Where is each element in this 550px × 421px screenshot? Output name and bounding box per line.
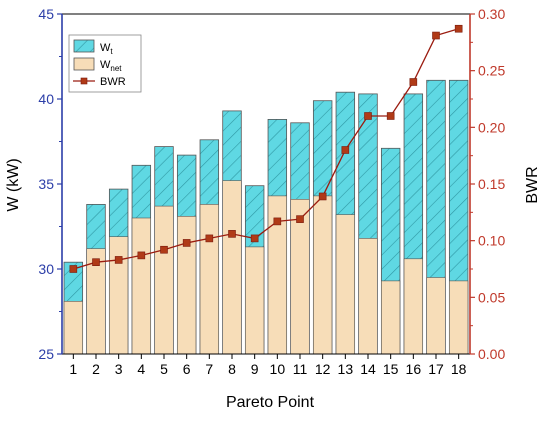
bwr-series — [69, 24, 463, 273]
x-tick-label: 13 — [338, 361, 354, 377]
wnet-bar — [313, 195, 333, 355]
bwr-point — [92, 258, 100, 267]
bwr-point — [364, 112, 372, 120]
bwr-point — [137, 251, 146, 260]
wnet-bar — [131, 217, 151, 355]
x-axis: 1 2 3 4 5 6 7 8 9 10 11 12 13 14 15 16 17 18 — [69, 354, 467, 377]
right-tick-label: 0.05 — [478, 289, 505, 305]
x-tick-label: 3 — [115, 361, 123, 377]
x-axis-label: Pareto Point — [226, 394, 315, 411]
legend-label-wt: Wt — [100, 42, 113, 56]
wnet-bar — [335, 214, 355, 355]
x-tick-label: 17 — [428, 361, 444, 377]
right-tick-label: 0.25 — [478, 63, 505, 79]
left-tick-label: 30 — [38, 261, 54, 277]
left-tick-label: 25 — [38, 346, 54, 362]
x-tick-label: 4 — [137, 361, 145, 377]
wnet-bar — [109, 236, 129, 355]
right-tick-label: 0.10 — [478, 233, 505, 249]
right-tick-label: 0.15 — [478, 176, 505, 192]
left-tick-label: 40 — [38, 91, 54, 107]
legend-label-bwr: BWR — [100, 76, 126, 88]
bwr-point — [250, 234, 259, 243]
bwr-point — [114, 256, 123, 264]
legend-swatch-wt — [73, 39, 95, 53]
x-tick-label: 5 — [160, 361, 168, 377]
bwr-point — [386, 112, 395, 120]
x-tick-label: 7 — [205, 361, 213, 377]
left-tick-label: 35 — [38, 176, 54, 192]
bwr-point — [341, 146, 350, 154]
right-tick-label: 0.30 — [478, 6, 505, 22]
wnet-bar — [381, 280, 401, 355]
wnet-bar — [177, 216, 197, 355]
wnet-bar — [222, 180, 242, 355]
x-tick-label: 16 — [406, 361, 422, 377]
bwr-point — [228, 230, 236, 238]
wnet-bar — [358, 238, 378, 355]
x-tick-label: 8 — [228, 361, 236, 377]
y-axis-label-right: BWR — [524, 166, 541, 203]
legend-label-wnet: Wnet — [100, 59, 122, 73]
wnet-bar — [199, 204, 219, 355]
right-y-axis: 0.00 0.05 0.10 0.15 0.20 0.25 0.30 — [469, 6, 505, 362]
right-tick-label: 0.00 — [478, 346, 505, 362]
bwr-point — [432, 31, 440, 40]
right-tick-label: 0.20 — [478, 119, 505, 135]
wnet-bar — [403, 258, 423, 355]
x-tick-label: 10 — [270, 361, 286, 377]
x-tick-label: 14 — [360, 361, 376, 377]
bwr-point — [205, 234, 214, 243]
wnet-bar — [154, 205, 174, 355]
wnet-bar — [449, 280, 469, 355]
bwr-point — [182, 239, 191, 247]
x-tick-label: 11 — [293, 361, 308, 377]
y-axis-label-left: W (kW) — [5, 158, 22, 211]
x-tick-label: 2 — [92, 361, 100, 377]
bwr-point — [409, 78, 418, 86]
left-y-axis: 25 30 35 40 45 — [38, 6, 63, 362]
bwr-point — [454, 24, 463, 33]
x-tick-label: 9 — [251, 361, 259, 377]
wnet-bar — [245, 246, 265, 355]
bwr-point — [273, 217, 282, 226]
legend-marker-bwr — [80, 77, 88, 85]
x-tick-label: 15 — [383, 361, 399, 377]
bwr-point — [318, 192, 327, 201]
legend-swatch-wnet — [73, 57, 95, 71]
left-tick-label: 45 — [38, 6, 54, 22]
wnet-bar — [63, 300, 83, 355]
wnet-bar — [426, 277, 446, 355]
x-tick-label: 18 — [451, 361, 467, 377]
x-tick-label: 6 — [183, 361, 191, 377]
x-tick-label: 12 — [315, 361, 331, 377]
wnet-bars — [63, 180, 469, 355]
legend: Wt Wnet BWR — [68, 34, 142, 93]
bwr-point — [160, 245, 168, 254]
bwr-point — [296, 215, 304, 223]
bwr-point — [69, 265, 78, 273]
x-tick-label: 1 — [69, 361, 77, 377]
